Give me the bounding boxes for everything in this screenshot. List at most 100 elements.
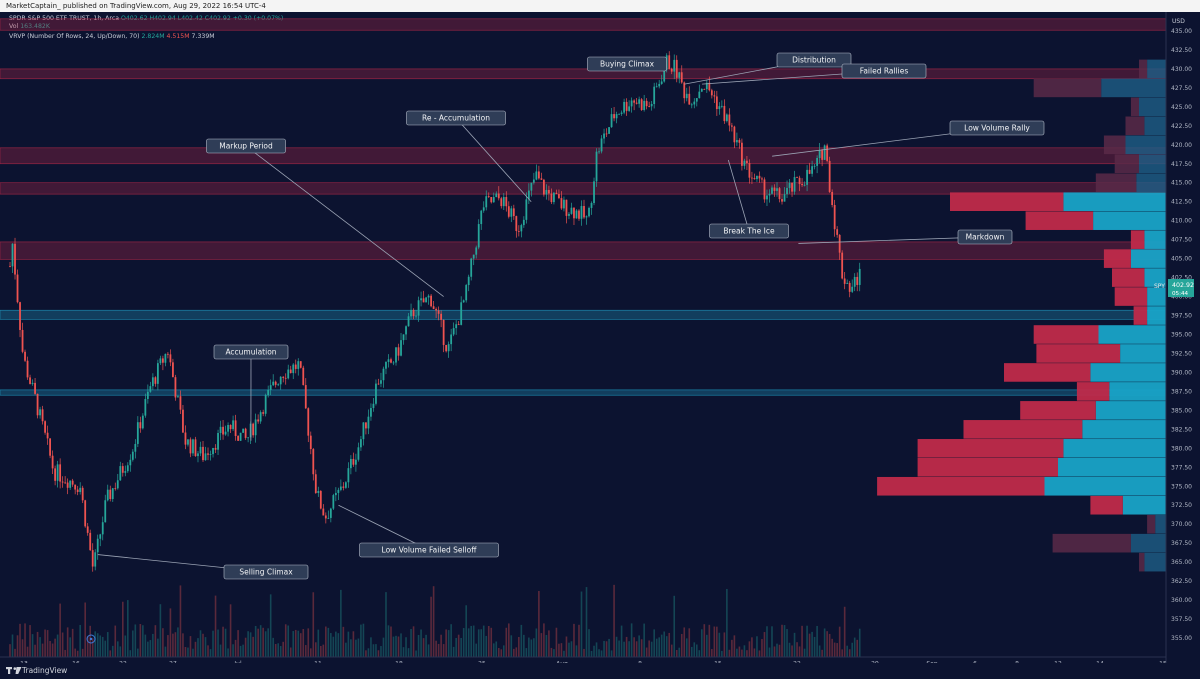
volume-bar (239, 645, 242, 657)
candle-body (715, 96, 718, 110)
volume-bar (284, 624, 287, 657)
candle-body (51, 455, 54, 469)
candle-body (480, 210, 483, 225)
candle-body (279, 376, 282, 385)
candle-body (633, 100, 636, 103)
volume-bar (119, 646, 122, 657)
candle-body (648, 106, 651, 107)
vp-up-12 (1147, 287, 1166, 306)
volume-bar (192, 648, 194, 657)
candle-body (432, 306, 435, 309)
volume-bar (450, 624, 452, 657)
vrvp-label[interactable]: VRVP (Number Of Rows, 24, Up/Down, 70) (9, 33, 140, 40)
candle-body (796, 177, 798, 178)
candle-body (174, 377, 177, 398)
volume-bar (445, 629, 447, 657)
volume-bar (56, 634, 59, 657)
candle-body (237, 436, 239, 441)
candle-body (673, 59, 676, 72)
candle-body (620, 112, 623, 114)
candle-body (154, 377, 157, 384)
volume-label[interactable]: Vol (9, 23, 19, 30)
price-tick-label: 425.00 (1171, 104, 1192, 111)
candle-body (370, 408, 372, 417)
volume-bar (309, 648, 312, 657)
volume-bar (199, 630, 202, 657)
volume-bar (563, 650, 565, 657)
vp-up-24 (1155, 514, 1166, 534)
candle-body (527, 190, 530, 200)
vp-up-0 (1147, 59, 1166, 79)
volume-bar (76, 650, 79, 657)
candle-body (843, 278, 846, 284)
candle-body (179, 396, 182, 410)
candle-body (653, 86, 656, 104)
candle-body (585, 216, 588, 218)
candle-body (450, 334, 453, 345)
candle-body (600, 138, 603, 152)
candle-body (645, 100, 648, 107)
volume-bar (367, 648, 370, 657)
volume-bar (497, 647, 500, 657)
vp-down-11 (1112, 268, 1145, 287)
volume-bar (330, 633, 332, 657)
vp-down-16 (1004, 363, 1091, 382)
candle-body (615, 114, 618, 119)
volume-bar (756, 636, 758, 657)
volume-bar (415, 650, 417, 657)
candle-body (119, 466, 122, 481)
footer-bar: TradingView (0, 663, 1200, 679)
candle-body (808, 169, 811, 174)
candle-body (720, 105, 723, 107)
annotation-box (709, 223, 789, 239)
candle-body (848, 282, 851, 292)
chart-settings-icon[interactable] (86, 634, 96, 644)
volume-bar (535, 628, 538, 657)
volume-bar (502, 645, 505, 657)
volume-profile (877, 59, 1166, 572)
candle-body (723, 105, 726, 122)
price-tick-label: 405.00 (1171, 256, 1192, 263)
annotation-pointer (798, 236, 986, 244)
symbol-name[interactable]: SPDR S&P 500 ETF TRUST, 1h, Arca (9, 15, 120, 22)
candle-body (751, 177, 753, 179)
candle-body (339, 486, 342, 490)
volume-bar (848, 649, 851, 657)
volume-bar (685, 638, 688, 657)
volume-bar (500, 649, 503, 657)
candle-body (643, 100, 646, 111)
volume-bar (121, 601, 124, 657)
vp-up-11 (1144, 268, 1166, 287)
price-axis[interactable]: 355.00 357.50 360.00 362.50 365.00 367.50 370.… (1165, 12, 1200, 663)
candle-body (334, 492, 337, 496)
candle-body (319, 490, 322, 509)
price-tag-countdown: 05:44 (1172, 291, 1189, 297)
candle-body (490, 197, 493, 203)
candle-body (66, 482, 69, 488)
candle-body (172, 362, 174, 378)
volume-bar (154, 625, 157, 657)
volume-bar (360, 624, 362, 657)
volume-bar (543, 623, 545, 657)
annotation-box (776, 52, 852, 68)
volume-bar (430, 596, 432, 657)
candle-body (442, 319, 445, 345)
candle-body (94, 552, 97, 567)
candle-body (417, 300, 420, 316)
volume-bar (134, 624, 137, 657)
volume-bar (219, 644, 222, 657)
candle-body (232, 420, 234, 430)
zone-4 (0, 241, 1167, 260)
candle-body (791, 182, 793, 192)
volume-bar (708, 624, 711, 657)
volume-bar (530, 639, 533, 657)
candle-body (823, 145, 826, 160)
volume-bar (583, 648, 585, 657)
price-tag-price: 402.92 (1172, 282, 1194, 289)
volume-bar (36, 631, 39, 657)
volume-bar (222, 626, 224, 657)
annotation-label: Low Volume Failed Selloff (382, 546, 478, 555)
volume-bar (46, 630, 49, 657)
volume-bar (116, 641, 119, 657)
